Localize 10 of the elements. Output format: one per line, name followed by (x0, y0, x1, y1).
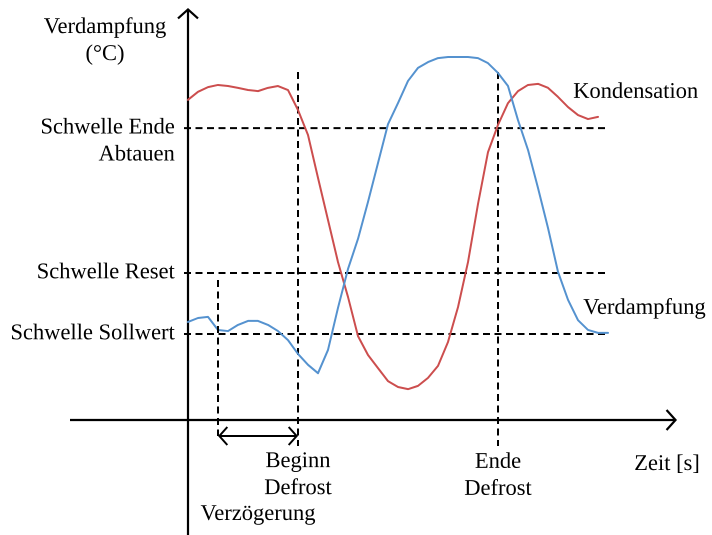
ref-line-label: Schwelle Ende Abtauen (42, 118, 174, 161)
series-label: Verdampfung (583, 298, 706, 319)
series-label: Kondensation (574, 82, 698, 98)
ref-line-label: Schwelle Reset (38, 262, 175, 279)
x-tick-label: Ende Defrost (464, 452, 532, 496)
x-tick-label: Beginn Defrost (264, 452, 332, 494)
text: Verzögerung (200, 505, 316, 525)
ref-line-label: Schwelle Sollwert (12, 324, 175, 340)
y-axis-title: Verdampfung (°C) (44, 17, 166, 65)
x-axis-title: Zeit [s] (635, 454, 698, 474)
